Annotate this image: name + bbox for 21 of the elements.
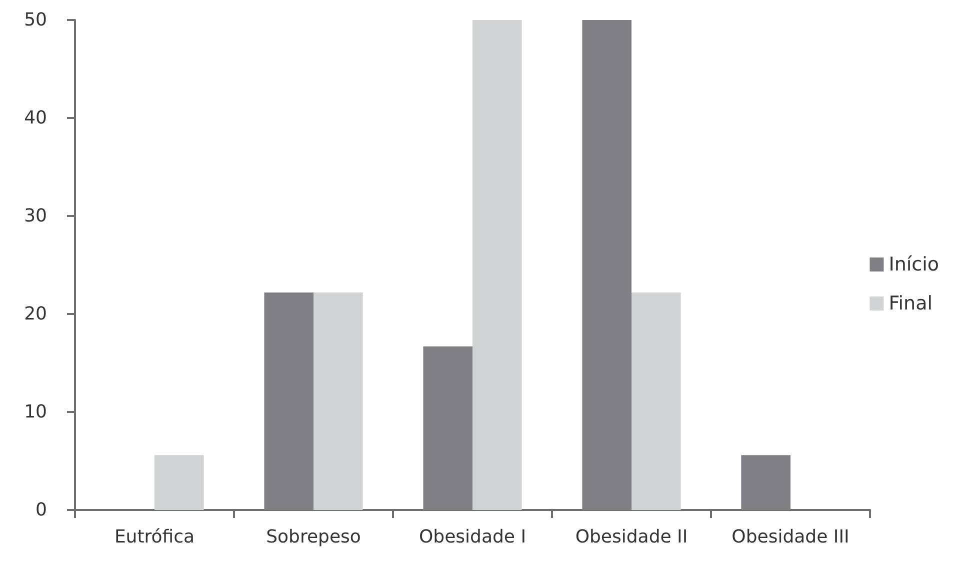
x-tick-label: Obesidade I	[418, 526, 526, 548]
y-tick-label: 0	[36, 500, 47, 520]
bar	[472, 20, 522, 510]
y-tick-label: 10	[24, 402, 47, 422]
bar	[632, 292, 681, 510]
x-tick-label: Obesidade III	[732, 526, 850, 548]
y-tick-label: 40	[24, 108, 47, 128]
bar	[423, 346, 472, 510]
y-tick-label: 20	[24, 304, 47, 324]
bar	[154, 455, 204, 510]
bar	[582, 20, 632, 510]
legend-label: Início	[888, 254, 940, 276]
x-tick-label: Obesidade II	[575, 526, 688, 548]
x-tick-label: Sobrepeso	[266, 526, 361, 548]
bar	[741, 455, 790, 510]
bar	[314, 292, 363, 510]
y-tick-label: 50	[24, 10, 47, 30]
bar	[264, 292, 314, 510]
y-tick-label: 30	[24, 206, 47, 226]
x-tick-label: Eutrófica	[114, 526, 195, 548]
legend-label: Final	[888, 292, 933, 314]
